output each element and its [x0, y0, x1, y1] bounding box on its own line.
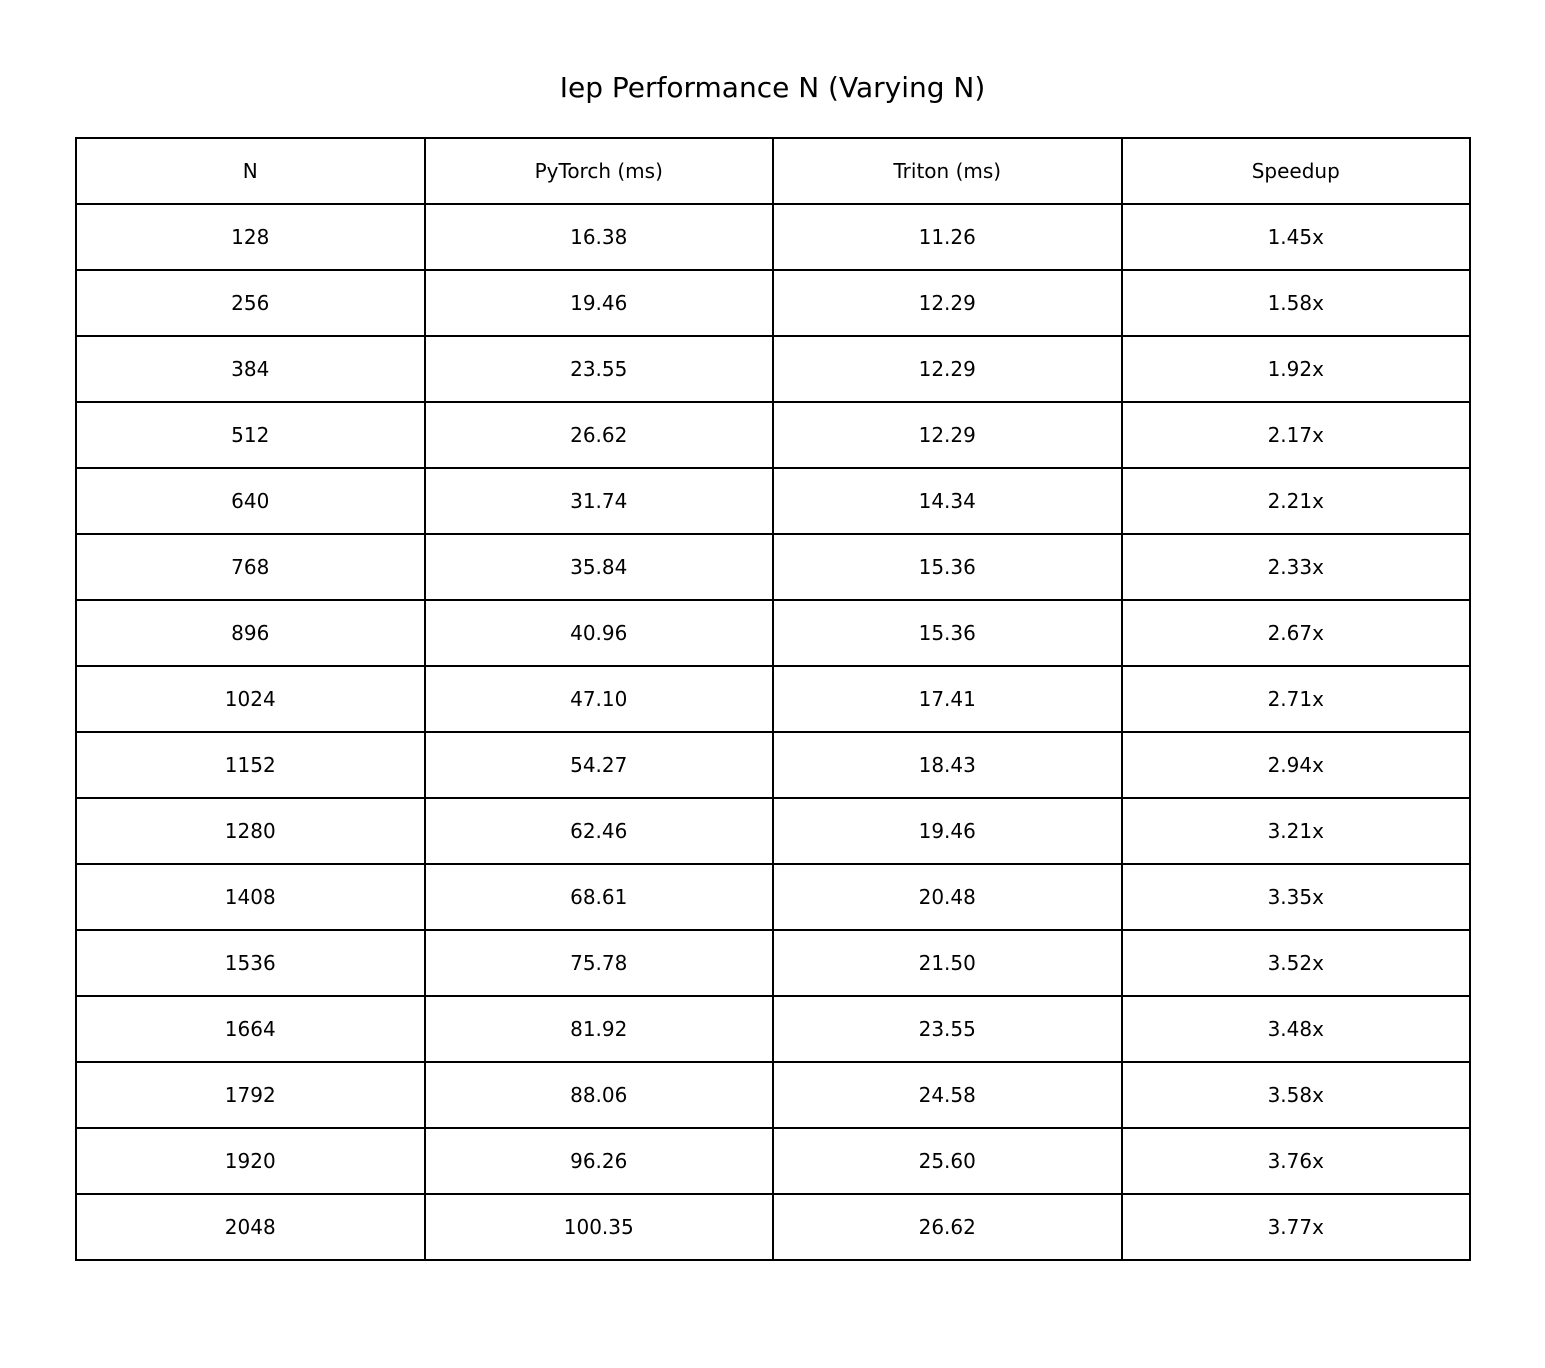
cell-n: 896 [75, 599, 426, 667]
chart-title: Iep Performance N (Varying N) [559, 71, 986, 104]
cell-pytorch-ms: 75.78 [423, 929, 774, 997]
cell-pytorch-ms: 54.27 [423, 731, 774, 799]
table-row: 128 16.38 11.26 1.45x [75, 203, 1471, 271]
cell-speedup: 3.48x [1120, 995, 1471, 1063]
table-row: 2048 100.35 26.62 3.77x [75, 1193, 1471, 1261]
cell-speedup: 2.71x [1120, 665, 1471, 733]
cell-triton-ms: 11.26 [772, 203, 1123, 271]
cell-speedup: 1.92x [1120, 335, 1471, 403]
table-row: 768 35.84 15.36 2.33x [75, 533, 1471, 601]
table-body: 128 16.38 11.26 1.45x 256 19.46 12.29 1.58x 384 2… [75, 203, 1471, 1261]
cell-pytorch-ms: 23.55 [423, 335, 774, 403]
header-row: N PyTorch (ms) Triton (ms) Speedup [75, 137, 1471, 205]
cell-n: 1536 [75, 929, 426, 997]
table-row: 1664 81.92 23.55 3.48x [75, 995, 1471, 1063]
cell-n: 512 [75, 401, 426, 469]
table-row: 1280 62.46 19.46 3.21x [75, 797, 1471, 865]
cell-triton-ms: 14.34 [772, 467, 1123, 535]
cell-triton-ms: 12.29 [772, 335, 1123, 403]
performance-table-container: N PyTorch (ms) Triton (ms) Speedup 128 16… [75, 137, 1471, 1261]
table-row: 1408 68.61 20.48 3.35x [75, 863, 1471, 931]
cell-triton-ms: 15.36 [772, 533, 1123, 601]
cell-n: 768 [75, 533, 426, 601]
cell-n: 1152 [75, 731, 426, 799]
cell-pytorch-ms: 40.96 [423, 599, 774, 667]
cell-triton-ms: 25.60 [772, 1127, 1123, 1195]
cell-speedup: 1.58x [1120, 269, 1471, 337]
cell-n: 1792 [75, 1061, 426, 1129]
cell-triton-ms: 12.29 [772, 401, 1123, 469]
table-row: 1152 54.27 18.43 2.94x [75, 731, 1471, 799]
column-header-n: N [75, 137, 426, 205]
cell-n: 1664 [75, 995, 426, 1063]
table-row: 640 31.74 14.34 2.21x [75, 467, 1471, 535]
cell-n: 1920 [75, 1127, 426, 1195]
cell-triton-ms: 24.58 [772, 1061, 1123, 1129]
cell-speedup: 2.67x [1120, 599, 1471, 667]
cell-speedup: 1.45x [1120, 203, 1471, 271]
cell-pytorch-ms: 88.06 [423, 1061, 774, 1129]
performance-table: N PyTorch (ms) Triton (ms) Speedup 128 16… [75, 137, 1471, 1261]
cell-speedup: 2.33x [1120, 533, 1471, 601]
table-row: 1792 88.06 24.58 3.58x [75, 1061, 1471, 1129]
cell-n: 1280 [75, 797, 426, 865]
cell-n: 1024 [75, 665, 426, 733]
cell-pytorch-ms: 19.46 [423, 269, 774, 337]
column-header-triton: Triton (ms) [772, 137, 1123, 205]
table-row: 512 26.62 12.29 2.17x [75, 401, 1471, 469]
cell-speedup: 3.52x [1120, 929, 1471, 997]
cell-n: 384 [75, 335, 426, 403]
cell-pytorch-ms: 81.92 [423, 995, 774, 1063]
table-row: 1024 47.10 17.41 2.71x [75, 665, 1471, 733]
cell-speedup: 2.94x [1120, 731, 1471, 799]
cell-pytorch-ms: 62.46 [423, 797, 774, 865]
cell-speedup: 3.77x [1120, 1193, 1471, 1261]
cell-n: 1408 [75, 863, 426, 931]
cell-speedup: 2.17x [1120, 401, 1471, 469]
table-row: 1536 75.78 21.50 3.52x [75, 929, 1471, 997]
column-header-speedup: Speedup [1120, 137, 1471, 205]
cell-triton-ms: 21.50 [772, 929, 1123, 997]
cell-pytorch-ms: 35.84 [423, 533, 774, 601]
cell-n: 2048 [75, 1193, 426, 1261]
cell-triton-ms: 19.46 [772, 797, 1123, 865]
cell-pytorch-ms: 47.10 [423, 665, 774, 733]
cell-triton-ms: 18.43 [772, 731, 1123, 799]
cell-triton-ms: 20.48 [772, 863, 1123, 931]
cell-pytorch-ms: 100.35 [423, 1193, 774, 1261]
cell-speedup: 3.76x [1120, 1127, 1471, 1195]
table-row: 1920 96.26 25.60 3.76x [75, 1127, 1471, 1195]
cell-triton-ms: 17.41 [772, 665, 1123, 733]
cell-triton-ms: 12.29 [772, 269, 1123, 337]
cell-n: 256 [75, 269, 426, 337]
column-header-pytorch: PyTorch (ms) [423, 137, 774, 205]
cell-pytorch-ms: 68.61 [423, 863, 774, 931]
cell-pytorch-ms: 16.38 [423, 203, 774, 271]
table-row: 896 40.96 15.36 2.67x [75, 599, 1471, 667]
table-row: 256 19.46 12.29 1.58x [75, 269, 1471, 337]
cell-n: 128 [75, 203, 426, 271]
cell-pytorch-ms: 96.26 [423, 1127, 774, 1195]
cell-triton-ms: 15.36 [772, 599, 1123, 667]
cell-speedup: 2.21x [1120, 467, 1471, 535]
cell-pytorch-ms: 31.74 [423, 467, 774, 535]
cell-triton-ms: 23.55 [772, 995, 1123, 1063]
table-row: 384 23.55 12.29 1.92x [75, 335, 1471, 403]
cell-pytorch-ms: 26.62 [423, 401, 774, 469]
cell-speedup: 3.35x [1120, 863, 1471, 931]
cell-triton-ms: 26.62 [772, 1193, 1123, 1261]
table-header: N PyTorch (ms) Triton (ms) Speedup [75, 137, 1471, 205]
cell-speedup: 3.21x [1120, 797, 1471, 865]
cell-speedup: 3.58x [1120, 1061, 1471, 1129]
cell-n: 640 [75, 467, 426, 535]
